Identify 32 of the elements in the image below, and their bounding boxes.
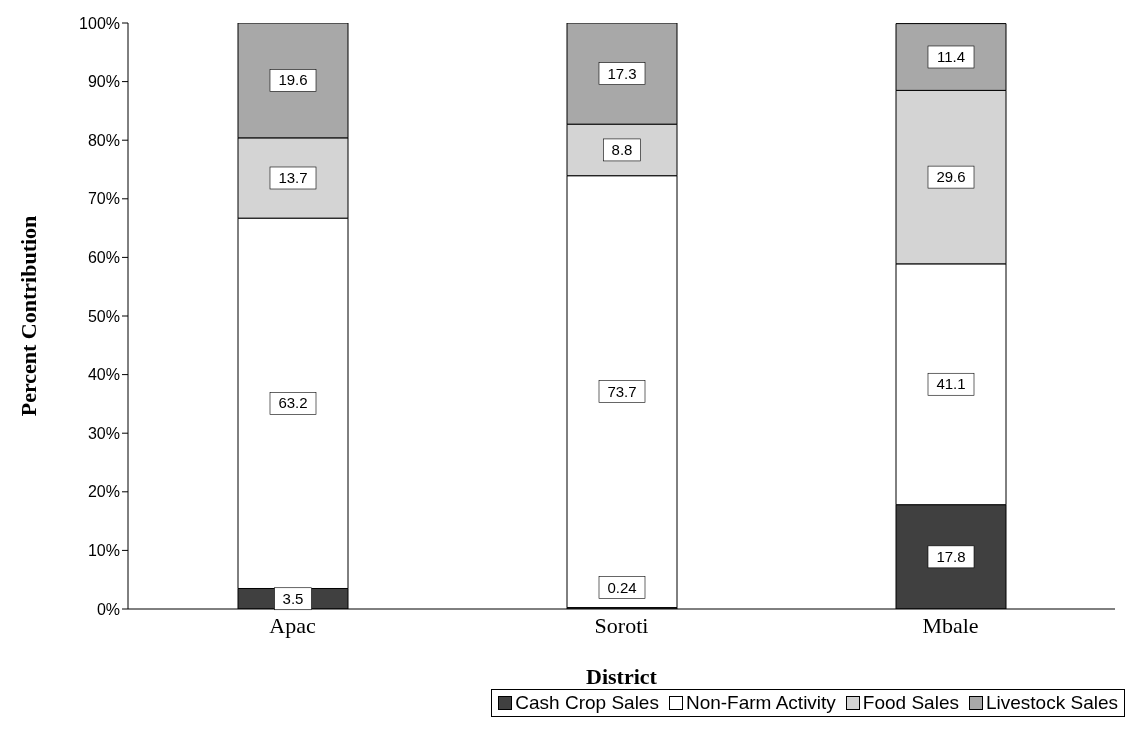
legend-label: Food Sales <box>862 692 959 714</box>
y-tick-label: 40% <box>87 366 120 384</box>
y-tick-label: 90% <box>87 73 120 91</box>
data-label: 17.8 <box>936 547 966 565</box>
data-label: 17.3 <box>607 64 637 82</box>
data-label: 41.1 <box>936 375 966 393</box>
y-tick-label: 50% <box>87 307 120 325</box>
data-label: 29.6 <box>936 168 966 186</box>
legend-label: Livestock Sales <box>985 692 1118 714</box>
y-tick-label: 30% <box>87 424 120 442</box>
y-tick-label: 80% <box>87 131 120 149</box>
data-label: 63.2 <box>278 394 308 412</box>
y-tick-label: 100% <box>79 14 120 32</box>
x-axis-title: District <box>586 664 658 689</box>
y-tick-label: 70% <box>87 190 120 208</box>
y-axis-title: Percent Contribution <box>15 215 41 417</box>
data-label: 8.8 <box>611 140 633 158</box>
y-tick-label: 10% <box>87 542 120 560</box>
data-label: 0.24 <box>607 578 637 596</box>
data-label: 11.4 <box>936 47 966 65</box>
x-tick-label: Apac <box>269 612 316 638</box>
data-label: 73.7 <box>607 382 637 400</box>
y-tick-label: 20% <box>87 483 120 501</box>
data-label: 13.7 <box>278 169 308 186</box>
y-tick-label: 0% <box>96 600 120 618</box>
x-tick-label: Soroti <box>594 612 649 638</box>
y-tick-label: 60% <box>87 249 120 267</box>
data-label: 3.5 <box>282 589 304 607</box>
legend-label: Non-Farm Activity <box>685 692 836 714</box>
x-tick-label: Mbale <box>922 612 979 638</box>
data-label: 19.6 <box>278 71 308 89</box>
legend-label: Cash Crop Sales <box>515 692 659 714</box>
